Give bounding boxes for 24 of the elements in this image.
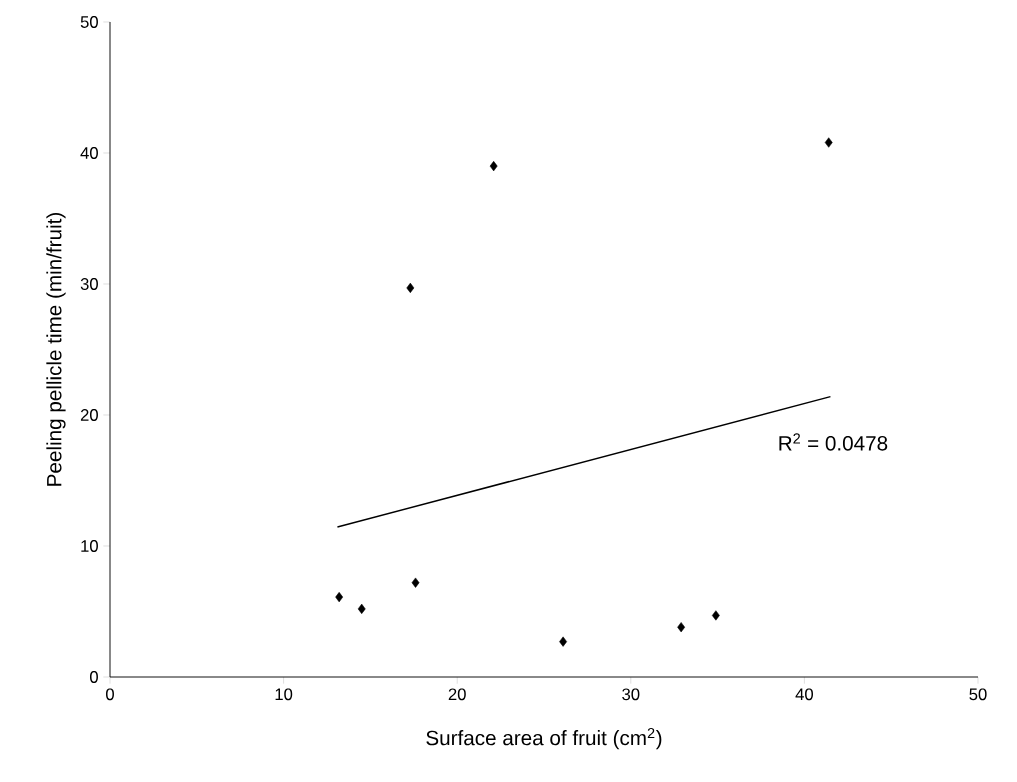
y-tick-label: 50 — [80, 16, 98, 28]
point — [406, 282, 415, 293]
x-tick-label: 0 — [106, 688, 114, 701]
x-tick-label: 30 — [622, 688, 640, 701]
x-tick-label: 20 — [448, 688, 466, 701]
x-axis-title: Surface area of fruit (cm$^{2}$) — [426, 728, 662, 750]
y-tick-label: 10 — [81, 540, 98, 552]
point — [411, 577, 420, 588]
point — [712, 610, 720, 621]
point — [335, 592, 344, 603]
point — [489, 161, 498, 172]
y-tick-label: 30 — [80, 278, 98, 290]
y-tick-label: 40 — [80, 147, 98, 159]
y-tick-label: 20 — [80, 409, 98, 421]
y-tick-label: 0 — [90, 671, 98, 683]
x-tick-label: 50 — [969, 688, 987, 701]
annotation: R$^{2}$ = 0.0478 — [779, 433, 888, 451]
point — [559, 636, 567, 647]
y-axis-title: Peeling pellicle time (min/fruit) — [46, 213, 66, 486]
x-tick-label: 40 — [795, 688, 814, 701]
point — [357, 603, 366, 614]
point — [677, 622, 686, 633]
x-tick-label: 10 — [275, 688, 293, 701]
point — [824, 137, 833, 148]
